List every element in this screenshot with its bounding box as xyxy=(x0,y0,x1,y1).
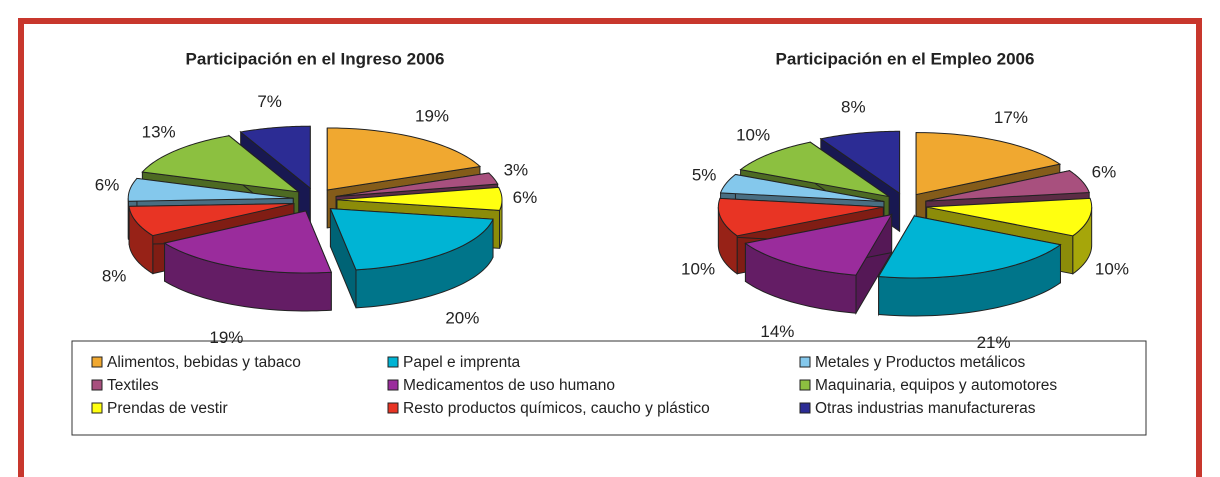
slice xyxy=(329,208,494,271)
legend-swatch xyxy=(91,402,103,414)
slice xyxy=(128,203,295,237)
legend-swatch xyxy=(799,402,811,414)
slice-group xyxy=(877,214,1062,317)
legend-swatch xyxy=(387,402,399,414)
slice xyxy=(326,127,482,191)
legend-swatch xyxy=(387,379,399,391)
slice xyxy=(925,170,1090,202)
slice xyxy=(127,177,294,202)
slice xyxy=(163,210,333,274)
legend-label: Prendas de vestir xyxy=(107,400,228,417)
legend-swatch xyxy=(91,356,103,368)
legend-label: Medicamentos de uso humano xyxy=(403,377,615,394)
data-label: 5% xyxy=(692,165,717,184)
slice xyxy=(915,132,1062,196)
slice xyxy=(336,186,503,211)
legend-box xyxy=(71,340,1147,436)
data-label: 8% xyxy=(841,98,866,117)
legend-swatch xyxy=(91,379,103,391)
data-label: 19% xyxy=(415,106,449,125)
frame xyxy=(18,18,1202,477)
data-label: 6% xyxy=(1092,162,1117,181)
legend-swatch xyxy=(799,356,811,368)
data-label: 21% xyxy=(977,333,1011,352)
data-label: 6% xyxy=(513,188,538,207)
slice xyxy=(877,215,1062,279)
legend-label: Metales y Productos metálicos xyxy=(815,354,1025,371)
slice-group xyxy=(329,208,494,309)
chart-title: Participación en el Ingreso 2006 xyxy=(186,49,445,68)
data-label: 17% xyxy=(994,108,1028,127)
data-label: 10% xyxy=(1095,260,1129,279)
data-label: 8% xyxy=(102,267,127,286)
legend-label: Otras industrias manufactureras xyxy=(815,400,1036,417)
slice xyxy=(744,213,893,276)
data-label: 19% xyxy=(209,328,243,347)
slice xyxy=(335,172,499,197)
slice xyxy=(141,135,301,193)
data-label: 6% xyxy=(95,176,120,195)
data-label: 20% xyxy=(445,309,479,328)
legend-label: Papel e imprenta xyxy=(403,354,521,371)
data-label: 10% xyxy=(736,125,770,144)
slice xyxy=(926,197,1093,237)
slice-group xyxy=(744,212,893,315)
data-label: 10% xyxy=(681,260,715,279)
data-label: 13% xyxy=(142,123,176,142)
slice xyxy=(239,125,311,190)
chart-title: Participación en el Empleo 2006 xyxy=(776,49,1035,68)
data-label: 14% xyxy=(760,322,794,341)
slice xyxy=(719,173,885,202)
legend-label: Resto productos químicos, caucho y plást… xyxy=(403,400,710,417)
data-label: 7% xyxy=(257,92,282,111)
slice-group xyxy=(163,210,333,312)
slice xyxy=(717,197,884,237)
slice xyxy=(739,141,890,198)
legend-label: Alimentos, bebidas y tabaco xyxy=(107,354,301,371)
legend-swatch xyxy=(799,379,811,391)
legend-label: Textiles xyxy=(107,377,159,394)
slice xyxy=(819,130,901,195)
legend-swatch xyxy=(387,356,399,368)
legend-label: Maquinaria, equipos y automotores xyxy=(815,377,1057,394)
data-label: 3% xyxy=(504,160,529,179)
